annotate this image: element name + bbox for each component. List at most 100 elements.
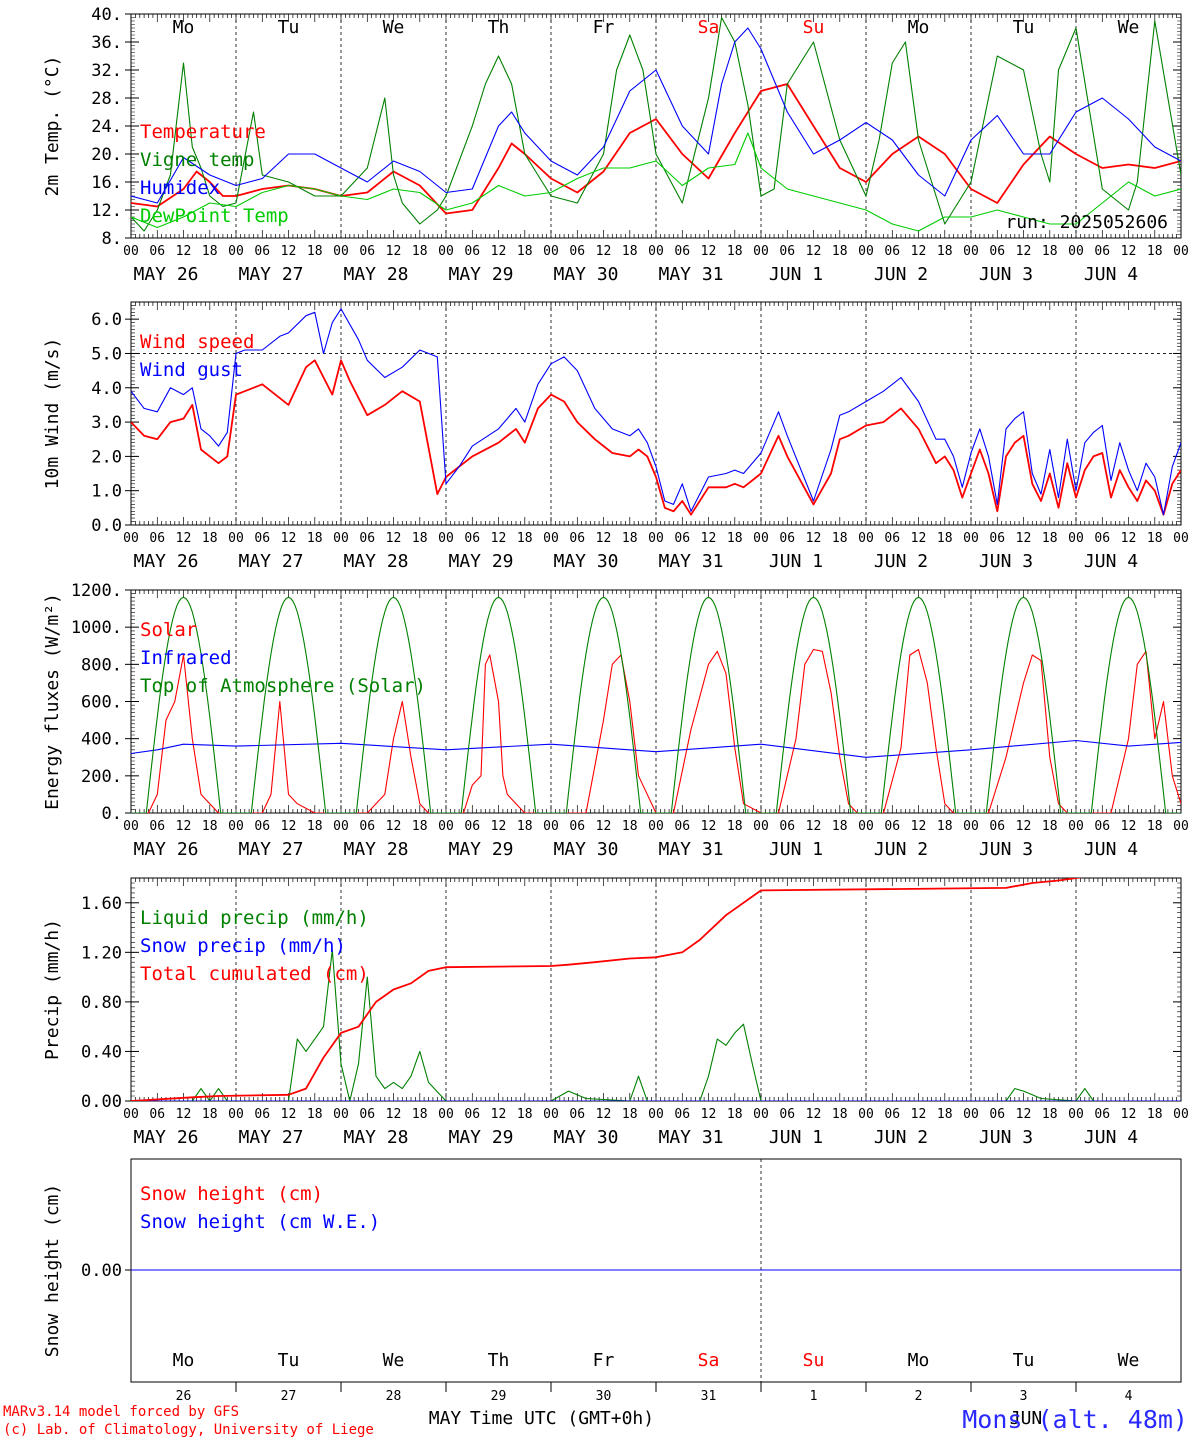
day-number-label: 4 — [1125, 1389, 1133, 1404]
y-tick-label: 40. — [91, 5, 122, 25]
date-label: MAY 27 — [238, 839, 303, 860]
hour-tick-label: 12 — [911, 531, 927, 546]
legend-entry: Snow precip (mm/h) — [140, 935, 346, 957]
hour-tick-label: 12 — [176, 531, 192, 546]
y-axis-label: Energy fluxes (W/m²) — [42, 593, 63, 810]
series-line-humidex — [131, 27, 1181, 204]
date-label: MAY 28 — [343, 1127, 408, 1148]
series-line-top-of-atmosphere-solar- — [131, 596, 1181, 813]
y-tick-label: 0.80 — [81, 993, 122, 1013]
date-label: MAY 26 — [133, 551, 198, 572]
legend-entry: Solar — [140, 619, 197, 641]
hour-tick-label: 00 — [1068, 1107, 1084, 1122]
weekday-label: Mo — [908, 1350, 930, 1371]
hour-tick-label: 00 — [753, 1107, 769, 1122]
series-group — [131, 16, 1181, 232]
date-label: JUN 4 — [1084, 551, 1138, 572]
hour-tick-label: 12 — [596, 1107, 612, 1122]
y-tick-label: 20. — [91, 145, 122, 165]
hour-tick-label: 18 — [1042, 244, 1058, 259]
hour-tick-label: 06 — [569, 244, 585, 259]
y-tick-label: 600. — [81, 693, 122, 713]
hour-tick-label: 18 — [832, 244, 848, 259]
hour-tick-label: 06 — [254, 531, 270, 546]
hour-tick-label: 18 — [307, 1107, 323, 1122]
hour-tick-label: 06 — [254, 244, 270, 259]
hour-tick-label: 18 — [202, 531, 218, 546]
hour-tick-label: 18 — [1147, 819, 1163, 834]
hour-tick-label: 12 — [701, 819, 717, 834]
hour-tick-label: 12 — [386, 1107, 402, 1122]
hour-tick-label: 00 — [648, 531, 664, 546]
series-line-vigne-temp — [131, 16, 1181, 232]
legend-entry: DewPoint Temp — [140, 205, 289, 227]
hour-tick-label: 00 — [333, 531, 349, 546]
hour-tick-label: 18 — [1042, 1107, 1058, 1122]
hour-tick-label: 06 — [779, 819, 795, 834]
y-axis-label: 10m Wind (m/s) — [42, 338, 63, 490]
model-credit: MARv3.14 model forced by GFS — [3, 1404, 239, 1420]
hour-tick-label: 12 — [596, 819, 612, 834]
hour-tick-label: 06 — [1094, 819, 1110, 834]
hour-tick-label: 18 — [1042, 531, 1058, 546]
hour-tick-label: 12 — [1121, 531, 1137, 546]
hour-tick-label: 12 — [701, 244, 717, 259]
hour-tick-label: 18 — [307, 819, 323, 834]
lab-credit: (c) Lab. of Climatology, University of L… — [3, 1422, 374, 1438]
legend-entry: Vigne temp — [140, 149, 254, 171]
hour-tick-label: 00 — [543, 244, 559, 259]
hour-tick-label: 12 — [281, 244, 297, 259]
hour-tick-label: 00 — [438, 1107, 454, 1122]
hour-tick-label: 18 — [832, 531, 848, 546]
hour-tick-label: 18 — [832, 1107, 848, 1122]
weekday-label: We — [1118, 1350, 1140, 1371]
hour-tick-label: 00 — [963, 1107, 979, 1122]
plot-frame — [130, 589, 1182, 814]
weekday-label: Tu — [1013, 1350, 1035, 1371]
hour-tick-label: 00 — [333, 819, 349, 834]
hour-tick-label: 00 — [333, 1107, 349, 1122]
day-number-label: 3 — [1020, 1389, 1028, 1404]
hour-tick-label: 18 — [622, 244, 638, 259]
hour-tick-label: 18 — [937, 531, 953, 546]
y-tick-label: 24. — [91, 117, 122, 137]
hour-tick-label: 06 — [149, 244, 165, 259]
series-line-total-cumulated-cm- — [131, 878, 1083, 1101]
date-label: MAY 30 — [553, 551, 618, 572]
hour-tick-label: 18 — [727, 819, 743, 834]
hour-tick-label: 18 — [412, 531, 428, 546]
hour-tick-label: 18 — [937, 819, 953, 834]
figure-footer: MAY JUN Time UTC (GMT+0h) MARv3.14 model fo… — [3, 1404, 1188, 1438]
hour-tick-label: 18 — [517, 244, 533, 259]
hour-tick-label: 00 — [858, 244, 874, 259]
hour-tick-label: 18 — [1147, 1107, 1163, 1122]
hour-tick-label: 12 — [491, 819, 507, 834]
hour-tick-label: 00 — [438, 819, 454, 834]
hour-tick-label: 12 — [176, 1107, 192, 1122]
legend-entry: Liquid precip (mm/h) — [140, 907, 369, 929]
day-number-label: 26 — [176, 1389, 192, 1404]
day-number-label: 31 — [701, 1389, 717, 1404]
hour-tick-label: 18 — [937, 244, 953, 259]
hour-tick-label: 00 — [1068, 244, 1084, 259]
y-tick-label: 0.40 — [81, 1042, 122, 1062]
legend-entry: Total cumulated (cm) — [140, 963, 369, 985]
hour-tick-label: 18 — [412, 1107, 428, 1122]
hour-tick-label: 06 — [989, 1107, 1005, 1122]
y-minor-ticks — [131, 589, 1181, 814]
date-label: JUN 2 — [874, 264, 928, 285]
hour-tick-label: 06 — [569, 531, 585, 546]
date-label: JUN 2 — [874, 1127, 928, 1148]
hour-tick-label: 00 — [1068, 819, 1084, 834]
date-label: JUN 4 — [1084, 1127, 1138, 1148]
date-label: MAY 30 — [553, 264, 618, 285]
hour-tick-label: 00 — [228, 531, 244, 546]
meteogram-panels: 8.12.16.20.24.28.32.36.40.2m Temp. (°C) T… — [42, 5, 1189, 1404]
hour-tick-label: 12 — [281, 819, 297, 834]
date-label: MAY 29 — [448, 1127, 513, 1148]
hour-tick-label: 00 — [543, 1107, 559, 1122]
hour-tick-label: 00 — [753, 531, 769, 546]
weekday-label: Tu — [278, 17, 300, 38]
weekday-label: Tu — [278, 1350, 300, 1371]
weekday-label: We — [383, 1350, 405, 1371]
